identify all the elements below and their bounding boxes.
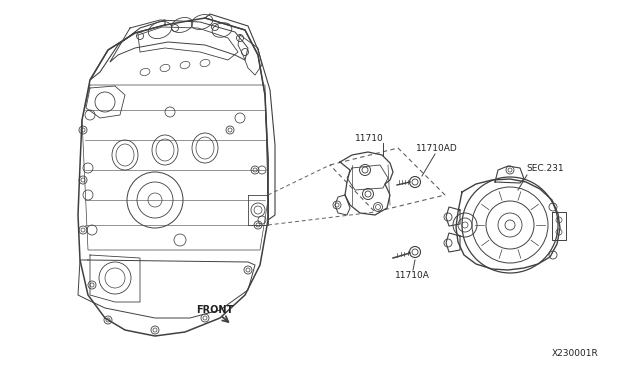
Text: SEC.231: SEC.231 [526, 164, 564, 173]
Text: FRONT: FRONT [196, 305, 233, 315]
Text: 11710A: 11710A [395, 270, 430, 279]
Text: 11710: 11710 [355, 134, 384, 142]
Text: 11710AD: 11710AD [416, 144, 458, 153]
Text: X230001R: X230001R [552, 350, 599, 359]
